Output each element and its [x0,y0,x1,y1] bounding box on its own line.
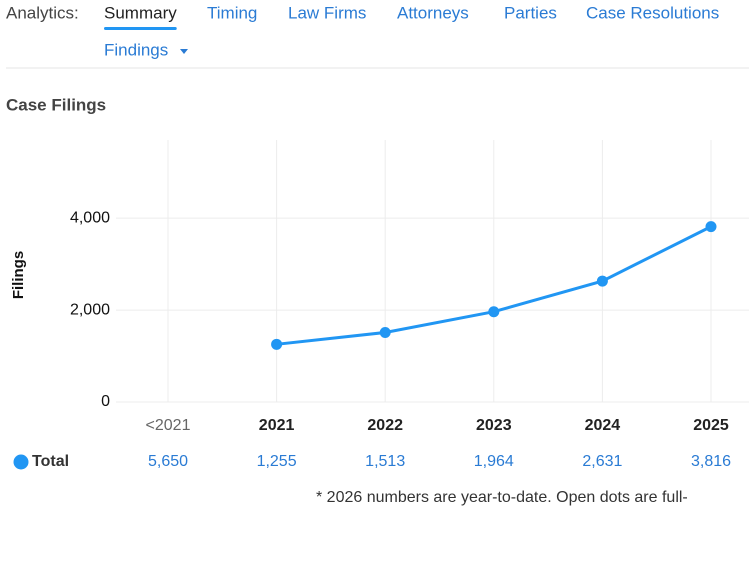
tab[interactable]: Timing [207,3,257,22]
point [488,306,500,318]
x-tick-label: <2021 [146,417,191,434]
table-value: 5,650 [148,453,188,470]
dropdown-icon [180,49,188,54]
active-underline [104,27,177,30]
point [379,326,391,338]
x-tick-label: 2023 [476,417,512,434]
y-tick-label: 2,000 [70,301,110,318]
table-value: 1,513 [365,453,405,470]
table-value: 3,816 [691,453,731,470]
nav-more[interactable]: Findings [104,40,168,59]
footnote: * 2026 numbers are year-to-date. Open do… [316,489,688,506]
table-value: 1,255 [257,453,297,470]
y-tick-label: 4,000 [70,209,110,226]
legend-dot [13,454,29,470]
nav-label: Analytics: [6,3,79,22]
tab[interactable]: Parties [504,3,557,22]
section-title: Case Filings [6,95,106,114]
table-value: 1,964 [474,453,514,470]
table-row-label: Total [32,453,69,470]
x-tick-label: 2021 [259,417,295,434]
x-tick-label: 2025 [693,417,729,434]
y-axis-label: Filings [10,251,27,299]
y-tick-label: 0 [101,393,110,410]
table-value: 2,631 [582,453,622,470]
tab[interactable]: Case Resolutions [586,3,719,22]
x-tick-label: 2024 [585,417,621,434]
point [271,338,283,350]
tab[interactable]: Attorneys [397,3,469,22]
tab[interactable]: Law Firms [288,3,366,22]
x-tick-label: 2022 [367,417,403,434]
point [705,221,717,233]
tab[interactable]: Summary [104,3,177,22]
point [596,275,608,287]
